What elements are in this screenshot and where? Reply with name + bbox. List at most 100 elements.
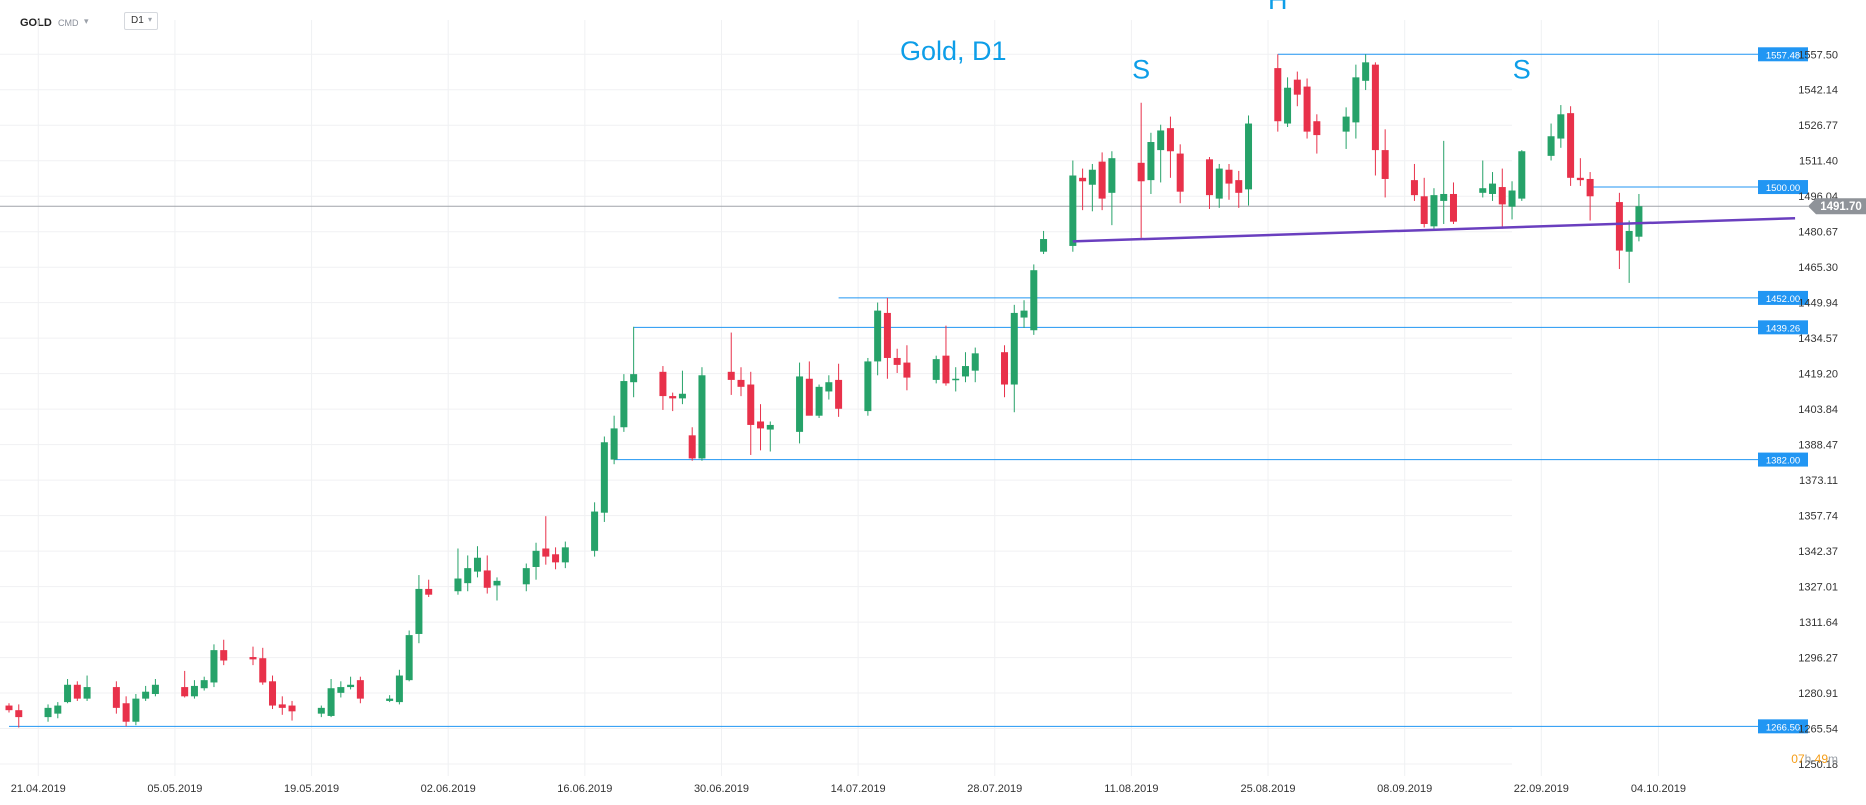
y-tick-label: 1311.64 [1799,617,1838,629]
candle-up [1010,312,1018,385]
candle-up [1030,270,1038,331]
candle-up [1284,87,1292,124]
candle-up [532,550,540,567]
pattern-label: S [1513,55,1531,85]
x-tick-label: 08.09.2019 [1377,783,1432,795]
pattern-label: H [1268,0,1288,15]
candle-down [5,705,13,711]
y-axis: 1557.501542.141526.771511.401496.041480.… [1791,49,1866,771]
level-price-badge [1758,47,1808,62]
candle-up [825,382,833,392]
x-tick-label: 21.04.2019 [11,783,66,795]
candle-up [1069,175,1077,246]
candle-down [483,570,491,588]
candle-down [883,312,891,358]
candle-up [405,635,413,681]
candle-down [1166,128,1174,152]
horizontal-levels: 1557.48 1500.00 1452.00 1439.26 1382.00 1266.… [0,47,1808,734]
candle-down [1137,162,1145,182]
candle-up [678,393,686,399]
candle-up [952,378,960,381]
candle-up [44,707,52,718]
level-price-label: 1382.00 [1766,456,1800,467]
y-tick-label: 1280.91 [1798,688,1838,700]
level-price-label: 1500.00 [1766,183,1800,194]
candle-up [210,650,218,683]
candle-down [288,705,296,712]
candle-up [1479,188,1487,193]
candle-up [190,685,198,697]
y-tick-label: 1327.01 [1798,582,1838,594]
timeframe-select[interactable]: D1 ▾ [124,12,158,30]
timeframe-dropdown-icon: ▾ [147,15,152,24]
candle-down [1615,202,1623,251]
x-tick-label: 11.08.2019 [1104,783,1158,795]
candle-down [727,371,735,380]
symbol-label[interactable]: GOLD [20,17,52,29]
candle-up [864,361,872,412]
candle-up [961,366,969,377]
candle-up [630,374,638,383]
candle-down [1001,352,1009,385]
level-price-label: 1557.48 [1766,50,1800,61]
candle-up [561,547,569,563]
candle-up [1635,206,1643,237]
candle-down [122,703,130,722]
y-tick-label: 1250.18 [1798,759,1838,771]
candle-down [1098,161,1106,199]
candle-down [15,710,23,718]
candle-up [386,698,394,701]
overlays: Gold, D1 S H S [900,0,1796,243]
y-tick-label: 1388.47 [1798,440,1838,452]
y-tick-label: 1403.84 [1798,404,1838,416]
candle-up [522,568,530,585]
candle-up [698,375,706,459]
candle-down [425,588,433,595]
candle-up [971,353,979,371]
candle-up [1518,151,1526,199]
candle-up [815,386,823,416]
candle-up [464,568,472,584]
y-tick-label: 1557.50 [1798,49,1838,61]
candle-up [454,578,462,592]
candle-down [1576,177,1584,181]
y-tick-label: 1480.67 [1798,227,1838,239]
candle-up [1040,239,1048,252]
market-label: CMD [58,18,79,28]
candle-down [542,548,550,557]
candle-up [600,442,608,513]
candle-down [1274,68,1282,122]
candle-down [278,704,286,708]
symbol-dropdown-icon[interactable]: ▾ [84,16,89,26]
candle-down [1303,86,1311,132]
pattern-label: S [1132,55,1150,85]
y-tick-label: 1296.27 [1798,653,1838,665]
candle-up [200,680,208,689]
candle-up [473,557,481,572]
candle-up [83,687,91,699]
candle-down [737,379,745,387]
candle-up [766,424,774,430]
y-tick-label: 1265.54 [1798,724,1838,736]
grid [0,20,1659,776]
candle-down [1381,150,1389,179]
candle-down [1371,64,1379,151]
candle-up [874,310,882,362]
candle-up [132,698,140,722]
candle-down [659,371,667,397]
candle-up [1147,142,1155,181]
y-tick-label: 1542.14 [1798,85,1838,97]
level-price-label: 1266.50 [1766,722,1800,733]
x-tick-label: 25.08.2019 [1241,783,1296,795]
level-price-badge [1758,290,1808,305]
candle-up [591,511,599,551]
candle-down [1567,113,1575,178]
candle-up [1625,230,1633,252]
candle-up [1489,183,1497,194]
candle-countdown: 07h 49m [1791,752,1838,766]
candle-up [1108,158,1116,193]
candles [5,54,1643,728]
candle-up [1547,136,1555,156]
candle-down [1293,79,1301,95]
